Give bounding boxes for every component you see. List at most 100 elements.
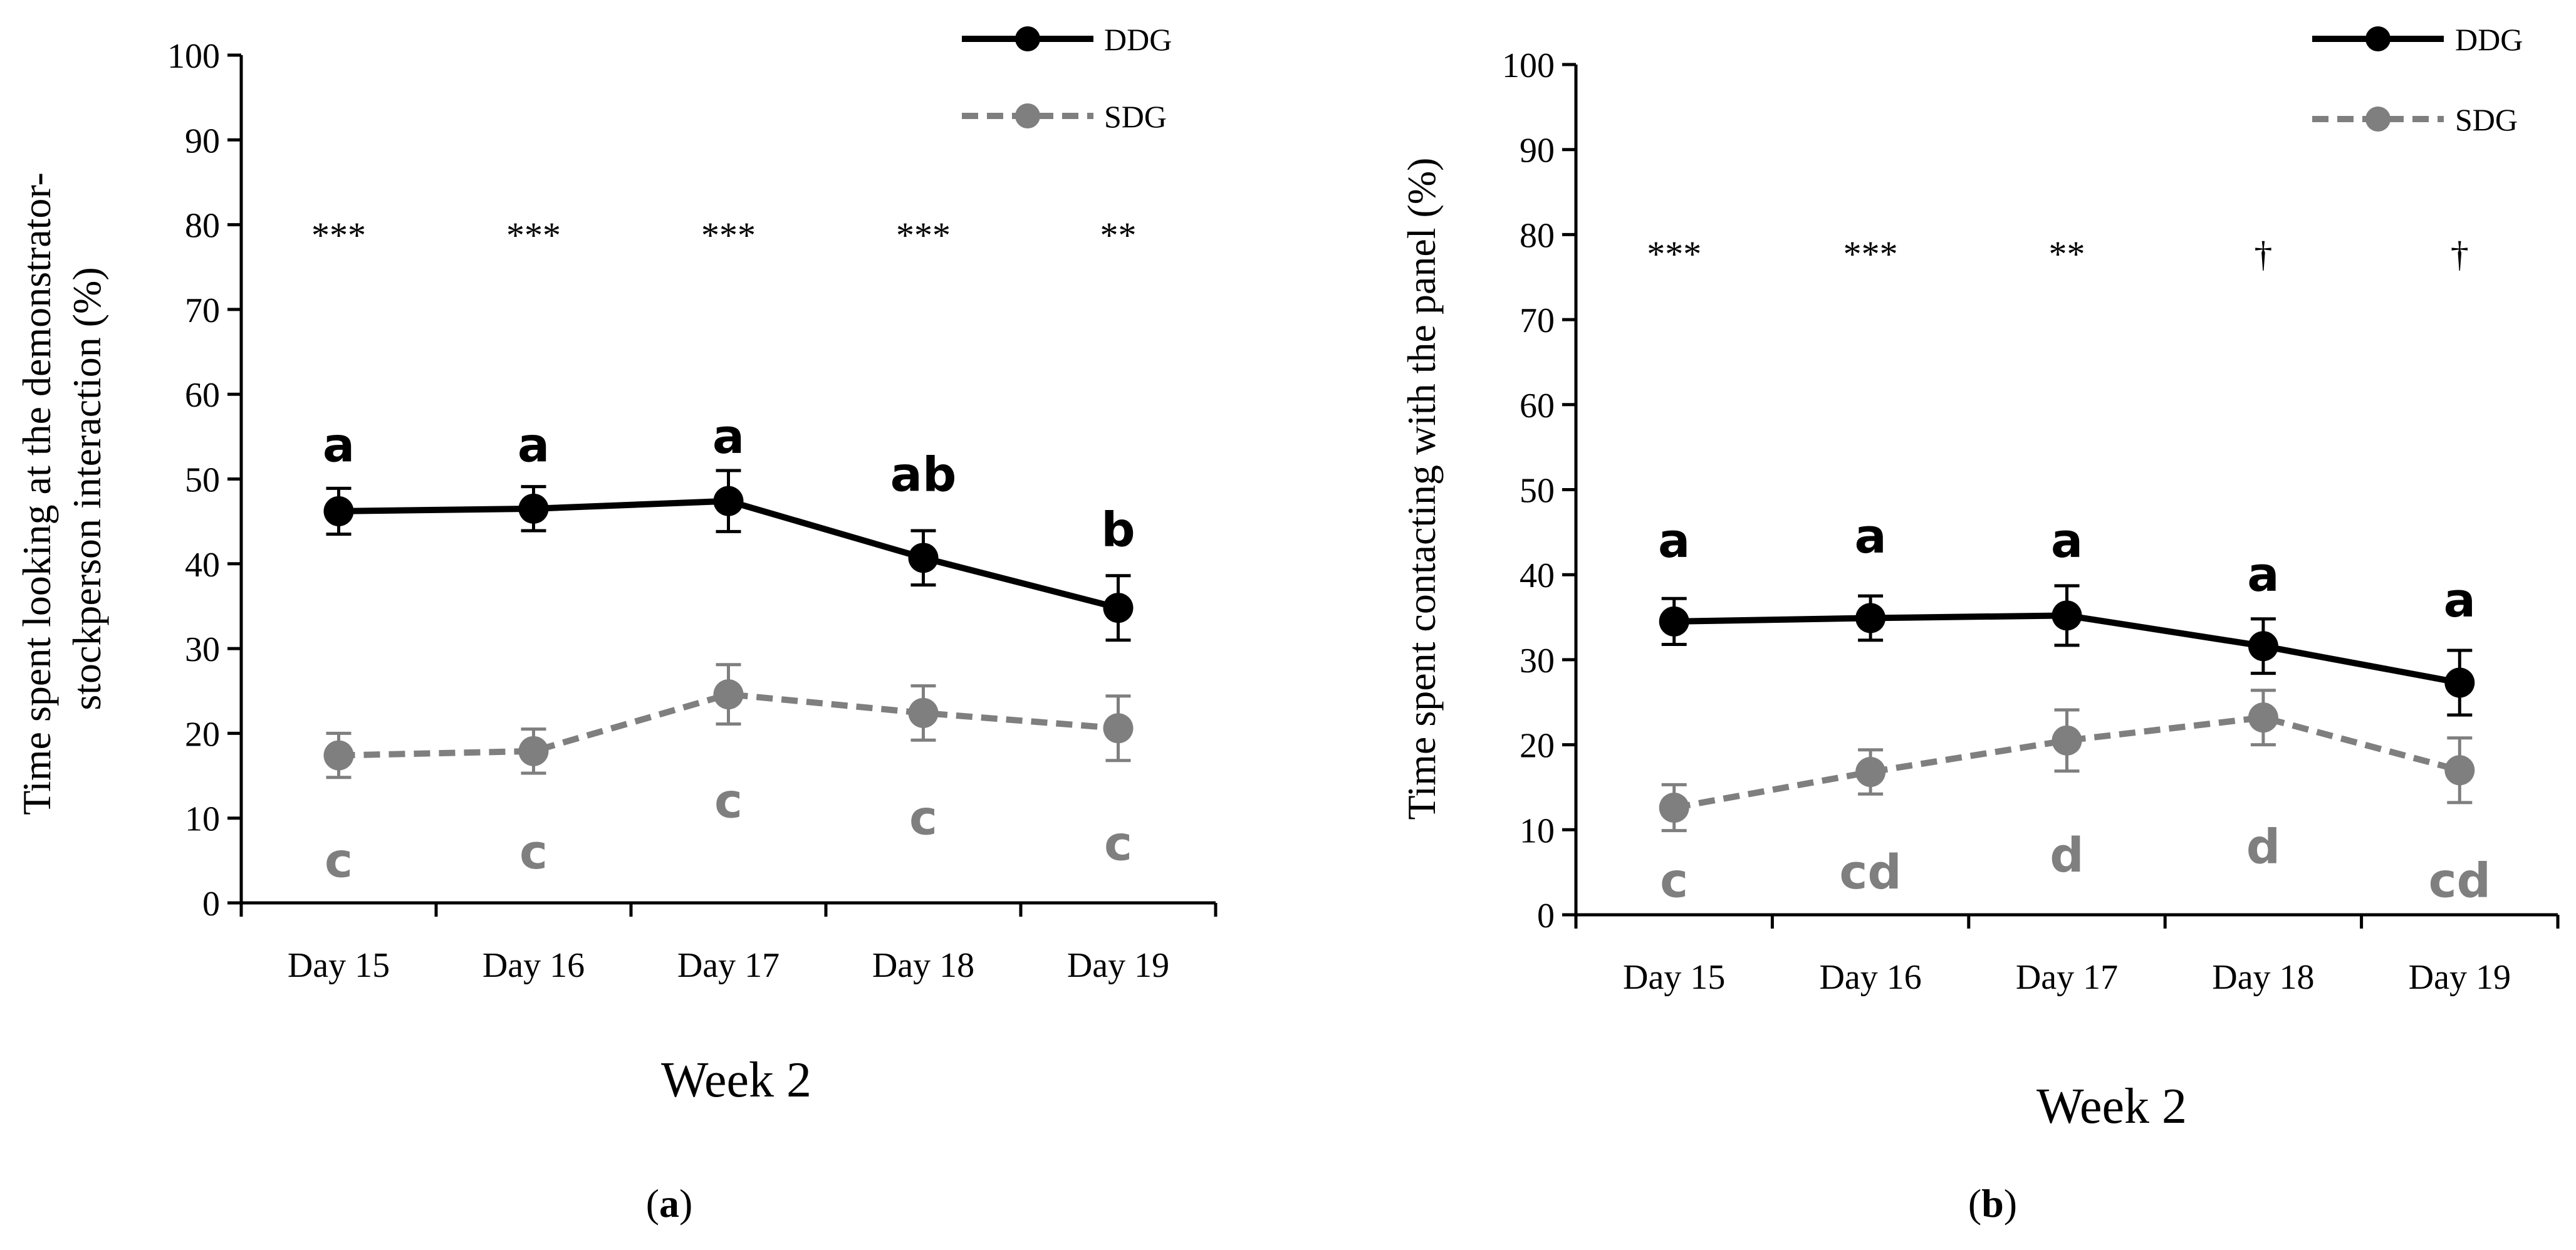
group-letter: a (1854, 508, 1886, 564)
y-axis-label-b: Time spent contacting with the panel (%) (1399, 158, 1444, 820)
data-point (1855, 603, 1886, 633)
x-tick-label: Day 18 (2212, 958, 2314, 997)
group-letter: c (714, 773, 743, 829)
data-point (713, 679, 744, 710)
group-letter: a (2444, 572, 2476, 628)
y-tick-label: 70 (1520, 301, 1555, 340)
significance-marker: † (2254, 234, 2272, 274)
series-sdg (323, 663, 1134, 779)
series-b (1659, 584, 2475, 833)
x-tick-label: Day 15 (1623, 958, 1725, 997)
x-tick-label: Day 17 (677, 946, 780, 985)
group-letter: cd (2429, 853, 2491, 909)
group-letter: c (325, 832, 353, 888)
y-tick-label: 30 (1520, 642, 1555, 680)
y-tick-label: 20 (1520, 727, 1555, 766)
series-a (323, 469, 1134, 779)
data-point (1659, 606, 1689, 637)
significance-marker: *** (701, 215, 756, 256)
x-ticks-a: Day 15 Day 16 Day 17 Day 18 Day 19 (239, 903, 1218, 985)
x-ticks-b: Day 15 Day 16 Day 17 Day 18 Day 19 (1574, 915, 2560, 997)
y-tick-label: 40 (185, 546, 220, 585)
panel-label-b: (b) (1968, 1181, 2017, 1226)
y-tick-label: 70 (185, 291, 220, 330)
group-letter: a (2051, 513, 2083, 568)
group-letter: a (712, 409, 744, 464)
x-tick-label: Day 19 (2409, 958, 2511, 997)
y-tick-label: 80 (185, 207, 220, 246)
panel-label-a: (a) (646, 1181, 693, 1226)
y-tick-label: 90 (1520, 132, 1555, 170)
y-tick-label: 60 (1520, 387, 1555, 425)
data-point (908, 697, 939, 728)
group-letter: c (1104, 815, 1132, 871)
group-letter: d (2050, 827, 2083, 883)
significance-marker: *** (1647, 234, 1701, 274)
legend-sdg-marker (1015, 103, 1040, 128)
y-tick-label: 0 (1537, 897, 1555, 935)
y-axis-label-a: Time spent looking at the demonstrator- … (14, 162, 109, 815)
y-tick-label: 40 (1520, 556, 1555, 595)
data-point (2052, 725, 2082, 756)
panel-letter-b: b (1981, 1181, 2004, 1226)
data-point (518, 736, 549, 766)
y-axis-label-line-1: Time spent looking at the demonstrator- (14, 172, 59, 815)
series-ddg (1659, 584, 2475, 717)
data-point (713, 486, 744, 516)
significance-marker: † (2451, 234, 2469, 274)
letters-a: a a a ab b c c c c c (323, 409, 1135, 888)
y-tick-label: 100 (1502, 46, 1555, 85)
x-axis-label-b: Week 2 (2036, 1079, 2187, 1134)
data-point (2444, 667, 2475, 698)
group-letter: ab (890, 447, 957, 503)
y-tick-label: 0 (202, 885, 220, 924)
significance-marker: *** (506, 215, 561, 256)
y-tick-label: 50 (185, 461, 220, 500)
y-axis-label-line-2: stockperson interaction (%) (65, 267, 109, 710)
y-tick-label: 100 (167, 37, 220, 76)
significance-marker: ** (2049, 234, 2085, 274)
significance-a: *** *** *** *** ** (311, 215, 1137, 256)
significance-b: *** *** ** † † (1647, 234, 2469, 274)
data-point (908, 543, 939, 573)
data-point (1855, 757, 1886, 788)
data-point (2052, 600, 2082, 631)
panel-letter-a: a (659, 1181, 679, 1226)
x-axis-label-a: Week 2 (661, 1053, 811, 1108)
legend-ddg-label: DDG (1104, 22, 1172, 57)
significance-marker: *** (1843, 234, 1898, 274)
y-tick-label: 10 (1520, 811, 1555, 850)
y-tick-label: 20 (185, 715, 220, 754)
group-letter: cd (1839, 844, 1901, 900)
y-ticks-b: 0 10 20 30 40 50 60 70 80 90 100 (1502, 46, 1576, 935)
x-tick-label: Day 15 (288, 946, 390, 985)
x-tick-label: Day 16 (482, 946, 585, 985)
significance-marker: *** (896, 215, 951, 256)
group-letter: d (2246, 818, 2280, 874)
group-letter: c (1660, 853, 1688, 909)
group-letter: a (2247, 546, 2279, 602)
group-letter: a (1658, 513, 1690, 568)
legend-sdg-label: SDG (1104, 99, 1167, 134)
data-point (2248, 702, 2278, 733)
data-point (2248, 631, 2278, 662)
data-point (323, 496, 354, 526)
x-tick-label: Day 17 (2016, 958, 2118, 997)
series-sdg (1659, 689, 2475, 833)
group-letter: c (909, 790, 937, 846)
data-point (1659, 793, 1689, 823)
group-letter: a (323, 417, 355, 472)
legend-sdg-label: SDG (2455, 102, 2518, 137)
legend-b: DDG SDG (2312, 22, 2523, 137)
axes-b (1574, 65, 2558, 917)
data-point (2444, 755, 2475, 786)
data-point (1103, 713, 1134, 744)
y-tick-label: 80 (1520, 216, 1555, 255)
group-letter: c (519, 824, 548, 880)
data-point (518, 493, 549, 524)
group-letter: a (518, 417, 550, 472)
legend-ddg-label: DDG (2455, 22, 2523, 57)
y-tick-label: 10 (185, 800, 220, 839)
